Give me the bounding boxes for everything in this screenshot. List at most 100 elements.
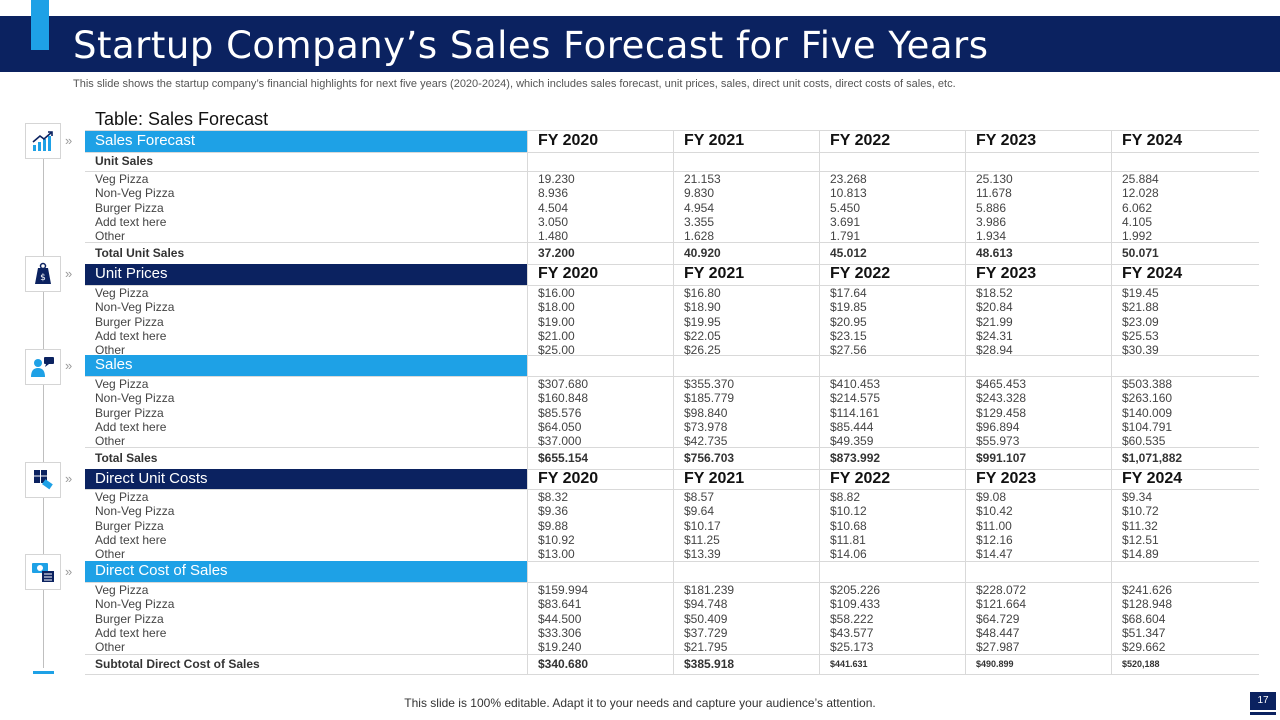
value-cell: $30.39 [1122,343,1159,358]
section-body: Veg Pizza Non-Veg Pizza Burger Pizza Add te… [85,376,1259,448]
chevron-right-icon: » [65,564,73,579]
value-cell: $22.05 [684,328,721,343]
value-cell: $9.64 [684,504,715,519]
row-label: Add text here [95,625,167,640]
subheader-unit-sales: Unit Sales [95,154,154,168]
total-value: 40.920 [673,242,819,264]
section-header-direct-unit-costs: Direct Unit Costs [85,469,527,489]
timeline-rail-end [33,671,54,674]
value-cell: $27.56 [830,343,867,358]
row-label: Veg Pizza [95,583,149,597]
value-cell: 5.886 [976,200,1007,215]
value-cell: 25.130 [976,172,1013,186]
value-cell: $14.47 [976,547,1013,562]
value-cell: $19.85 [830,300,867,315]
value-cell: $33.306 [538,625,582,640]
value-cell: $10.42 [976,504,1013,519]
total-value: 48.613 [965,242,1111,264]
row-label: Other [95,640,126,655]
year-header: FY 2024 [1111,131,1259,152]
row-label: Non-Veg Pizza [95,597,175,612]
table-header-row: Sales Forecast FY 2020 FY 2021 FY 2022 F… [85,130,1259,153]
section-header-unit-prices: Unit Prices [85,264,527,285]
row-label: Non-Veg Pizza [95,186,175,201]
value-column: $8.82 $10.12 $10.68 $11.81 $14.06 [819,489,965,561]
value-cell: $85.444 [830,419,874,434]
value-cell: 25.884 [1122,172,1159,186]
value-cell: $14.89 [1122,547,1159,562]
row-label: Add text here [95,328,167,343]
value-cell: $64.729 [976,611,1020,626]
section-body: Veg Pizza Non-Veg Pizza Burger Pizza Add te… [85,171,1259,243]
value-cell: $68.604 [1122,611,1166,626]
value-cell: 4.954 [684,200,715,215]
year-header: FY 2022 [819,469,965,489]
table-header-row: Unit Prices FY 2020 FY 2021 FY 2022 FY 2… [85,264,1259,286]
value-cell: $64.050 [538,419,582,434]
slide-subtitle: This slide shows the startup company’s f… [73,78,956,90]
value-cell: $23.09 [1122,314,1159,329]
value-cell: $20.84 [976,300,1013,315]
value-cell: $114.161 [830,405,880,420]
total-value: $520,188 [1111,654,1259,674]
row-label: Burger Pizza [95,200,164,215]
row-labels: Veg Pizza Non-Veg Pizza Burger Pizza Add te… [85,285,527,357]
value-cell: 11.678 [976,186,1012,201]
row-label: Add text here [95,419,167,434]
value-column: $181.239 $94.748 $50.409 $37.729 $21.795 [673,582,819,654]
value-cell: $214.575 [830,391,881,406]
value-cell: 12.028 [1122,186,1159,201]
value-cell: $51.347 [1122,625,1166,640]
value-cell: $21.795 [684,640,728,655]
section-header-sales-forecast: Sales Forecast [85,131,527,152]
footer-note: This slide is 100% editable. Adapt it to… [404,696,876,710]
total-value: $340.680 [527,654,673,674]
value-cell: $18.52 [976,286,1013,300]
total-value: 50.071 [1111,242,1259,264]
chevron-right-icon: » [65,471,73,486]
value-column: $241.626 $128.948 $68.604 $51.347 $29.662 [1111,582,1259,654]
value-cell: $25.53 [1122,328,1159,343]
total-row: Total Unit Sales 37.200 40.920 45.012 48.613… [85,242,1259,265]
value-cell: $503.388 [1122,377,1173,391]
chevron-right-icon: » [65,358,73,373]
value-cell: $9.08 [976,490,1007,504]
year-header: FY 2023 [965,264,1111,285]
section-header-direct-cost-of-sales: Direct Cost of Sales [85,561,527,582]
value-cell: $12.51 [1122,532,1159,547]
value-cell: $109.433 [830,597,881,612]
value-cell: $50.409 [684,611,728,626]
row-label: Burger Pizza [95,518,164,533]
value-cell: $10.72 [1122,504,1159,519]
year-header: FY 2024 [1111,469,1259,489]
value-cell: $17.64 [830,286,867,300]
value-column: 23.268 10.813 5.450 3.691 1.791 [819,171,965,243]
total-value: $490.899 [965,654,1111,674]
total-value: $873.992 [819,447,965,469]
page-number: 17 [1250,692,1276,710]
value-cell: $241.626 [1122,583,1173,597]
value-cell: $14.06 [830,547,867,562]
value-cell: $60.535 [1122,434,1166,449]
value-cell: $13.00 [538,547,575,562]
cash-register-icon [25,554,61,590]
value-column: 25.130 11.678 5.886 3.986 1.934 [965,171,1111,244]
value-cell: $16.00 [538,286,575,300]
row-label: Other [95,547,126,562]
table-header-row: Direct Unit Costs FY 2020 FY 2021 FY 202… [85,469,1259,490]
value-cell: $9.36 [538,504,569,519]
value-column: $503.388 $263.160 $140.009 $104.791 $60.535 [1111,376,1259,449]
row-label: Non-Veg Pizza [95,300,175,315]
value-cell: $10.92 [538,532,575,547]
value-cell: 1.934 [976,229,1007,244]
value-cell: 3.691 [830,214,861,229]
value-cell: $25.00 [538,343,575,358]
value-cell: $94.748 [684,597,728,612]
value-column: $465.453 $243.328 $129.458 $96.894 $55.973 [965,376,1111,448]
value-cell: $28.94 [976,343,1013,358]
year-header: FY 2020 [527,469,673,489]
value-cell: 3.986 [976,214,1007,229]
value-cell: $27.987 [976,640,1020,655]
total-row: Total Sales $655.154 $756.703 $873.992 $991.… [85,447,1259,470]
banner-accent [31,0,49,50]
